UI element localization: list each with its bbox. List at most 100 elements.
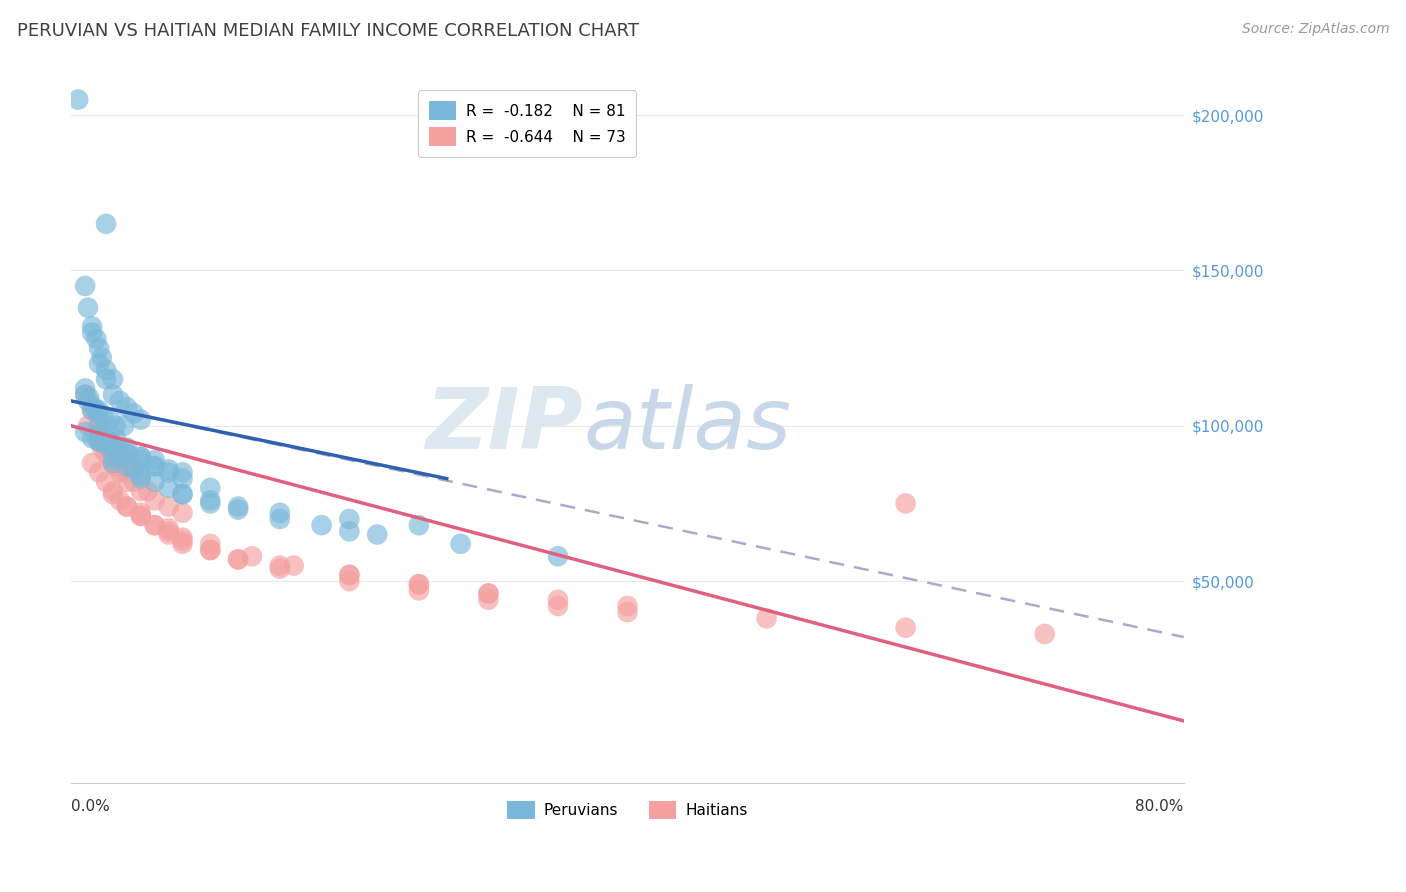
Point xyxy=(337,568,360,582)
Point xyxy=(547,592,569,607)
Point xyxy=(115,500,138,514)
Point xyxy=(82,403,104,417)
Point xyxy=(87,357,110,371)
Point xyxy=(129,508,152,523)
Point xyxy=(101,388,124,402)
Point xyxy=(547,599,569,613)
Point xyxy=(108,393,131,408)
Point xyxy=(115,447,138,461)
Point xyxy=(122,406,145,420)
Point xyxy=(87,418,110,433)
Point xyxy=(129,453,152,467)
Point xyxy=(101,441,124,455)
Point xyxy=(408,577,430,591)
Point xyxy=(94,447,117,461)
Point xyxy=(129,450,152,464)
Point xyxy=(91,409,114,424)
Point xyxy=(226,552,249,566)
Point xyxy=(98,450,121,464)
Text: ZIP: ZIP xyxy=(426,384,583,467)
Point xyxy=(112,418,135,433)
Point xyxy=(87,403,110,417)
Point xyxy=(67,93,90,107)
Point xyxy=(129,472,152,486)
Point xyxy=(143,459,166,474)
Point xyxy=(115,447,138,461)
Point xyxy=(108,466,131,480)
Point xyxy=(172,487,194,501)
Point xyxy=(108,443,131,458)
Point xyxy=(115,500,138,514)
Point xyxy=(269,558,291,573)
Point xyxy=(75,279,97,293)
Point xyxy=(143,453,166,467)
Point xyxy=(477,586,499,600)
Point xyxy=(157,524,180,539)
Point xyxy=(129,468,152,483)
Point xyxy=(84,403,107,417)
Legend: Peruvians, Haitians: Peruvians, Haitians xyxy=(501,795,754,825)
Point xyxy=(143,459,166,474)
Point xyxy=(157,481,180,495)
Point xyxy=(77,301,100,315)
Text: PERUVIAN VS HAITIAN MEDIAN FAMILY INCOME CORRELATION CHART: PERUVIAN VS HAITIAN MEDIAN FAMILY INCOME… xyxy=(17,22,638,40)
Point xyxy=(1033,627,1056,641)
Point xyxy=(200,543,222,558)
Point xyxy=(94,363,117,377)
Point xyxy=(101,441,124,455)
Point xyxy=(82,326,104,340)
Point xyxy=(157,527,180,541)
Point xyxy=(143,475,166,489)
Point xyxy=(108,450,131,464)
Point xyxy=(616,605,638,619)
Point xyxy=(108,493,131,508)
Point xyxy=(115,456,138,470)
Point xyxy=(172,537,194,551)
Point xyxy=(269,506,291,520)
Point xyxy=(75,388,97,402)
Point xyxy=(115,475,138,489)
Point xyxy=(82,403,104,417)
Point xyxy=(240,549,263,564)
Point xyxy=(269,512,291,526)
Point xyxy=(82,400,104,414)
Point xyxy=(94,418,117,433)
Point xyxy=(98,412,121,426)
Point xyxy=(337,524,360,539)
Point xyxy=(101,487,124,501)
Point xyxy=(94,372,117,386)
Point xyxy=(101,456,124,470)
Point xyxy=(616,599,638,613)
Point xyxy=(200,481,222,495)
Point xyxy=(98,434,121,449)
Point xyxy=(129,483,152,498)
Point xyxy=(200,493,222,508)
Text: 80.0%: 80.0% xyxy=(1136,798,1184,814)
Point xyxy=(77,393,100,408)
Point xyxy=(157,462,180,476)
Point xyxy=(94,431,117,445)
Point xyxy=(75,425,97,439)
Point xyxy=(157,466,180,480)
Point xyxy=(84,431,107,445)
Point xyxy=(172,531,194,545)
Point xyxy=(172,472,194,486)
Point xyxy=(477,592,499,607)
Point xyxy=(87,434,110,449)
Point xyxy=(122,462,145,476)
Point xyxy=(115,400,138,414)
Text: 0.0%: 0.0% xyxy=(72,798,110,814)
Point xyxy=(894,496,917,510)
Point xyxy=(143,493,166,508)
Point xyxy=(87,418,110,433)
Point xyxy=(115,441,138,455)
Point xyxy=(101,372,124,386)
Point xyxy=(87,466,110,480)
Point xyxy=(82,431,104,445)
Point xyxy=(77,418,100,433)
Point xyxy=(79,391,101,405)
Point xyxy=(366,527,388,541)
Point xyxy=(136,483,159,498)
Point xyxy=(112,466,135,480)
Point xyxy=(408,577,430,591)
